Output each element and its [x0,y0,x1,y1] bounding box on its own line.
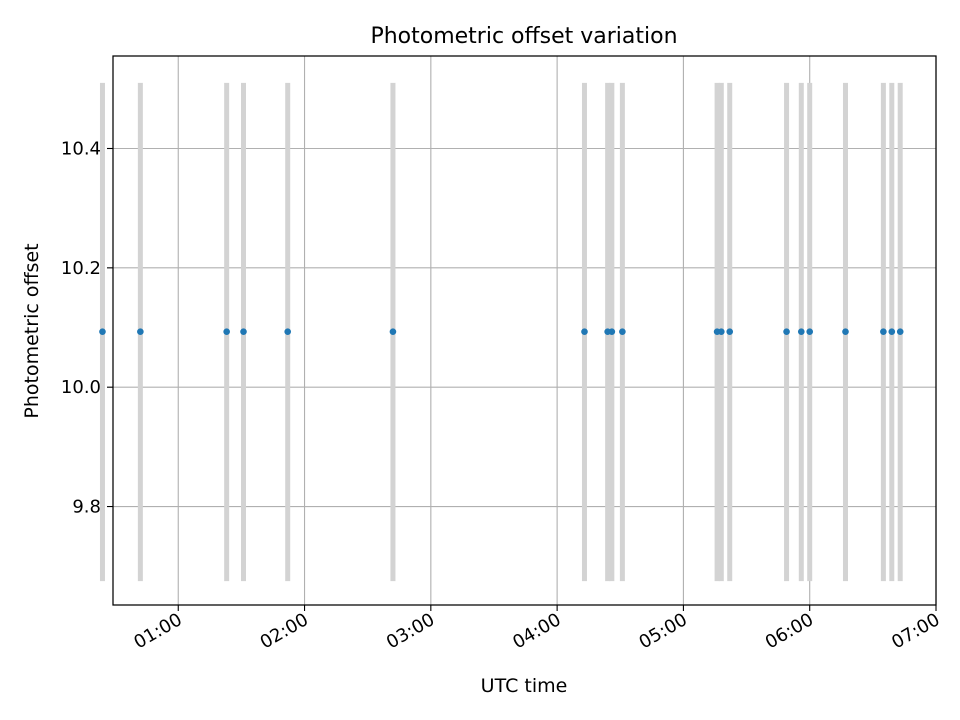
data-point [726,328,734,335]
data-point [806,328,814,335]
y-tick-label: 10.4 [61,138,101,159]
data-point [137,328,144,335]
data-point [240,328,247,335]
chart-title: Photometric offset variation [370,24,677,49]
y-tick-label: 9.8 [72,497,101,518]
data-point [896,328,904,335]
data-point [223,328,230,335]
data-point [888,328,896,335]
data-points [99,328,904,335]
data-point [718,328,725,335]
x-axis-label: UTC time [481,675,568,697]
data-point [389,328,397,335]
data-point [619,328,626,335]
data-point [99,328,106,335]
data-point [581,328,588,335]
data-point [608,328,616,335]
y-axis-ticks: 9.8 10.0 10.2 10.4 [61,138,113,518]
data-point [797,328,805,335]
y-tick-label: 10.2 [61,258,101,279]
data-point [880,328,887,335]
data-point [842,328,849,335]
plot-frame [112,55,937,606]
y-tick-label: 10.0 [61,377,101,398]
y-axis-label: Photometric offset [21,243,43,418]
data-point [284,328,292,335]
data-point [783,328,790,335]
